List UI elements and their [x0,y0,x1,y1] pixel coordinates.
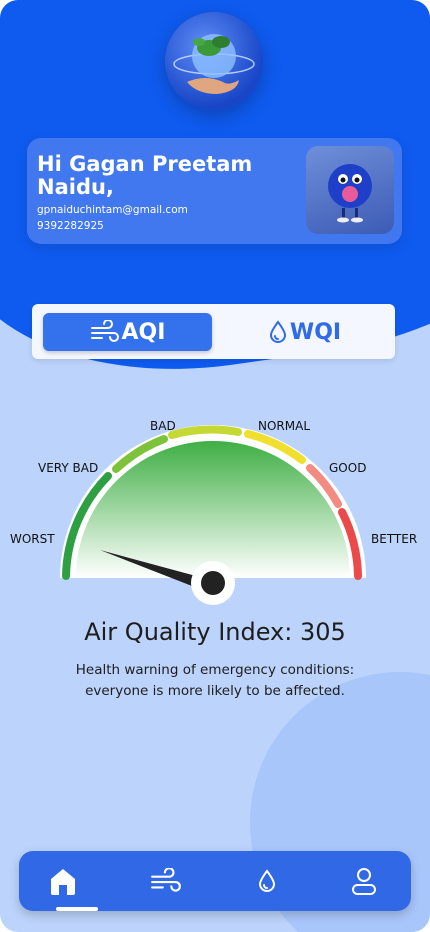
user-email: gpnaiduchintam@gmail.com [37,204,188,216]
user-avatar [306,146,394,234]
wind-icon [90,320,119,342]
gauge-label-better: BETTER [371,532,418,546]
aqi-gauge: WORST VERY BAD BAD NORMAL GOOD BETTER [0,400,430,610]
user-greeting: Hi Gagan Preetam Naidu, [37,152,253,199]
tab-aqi-label: AQI [121,319,166,345]
water-drop-icon [269,320,286,343]
aqi-description-line1: Health warning of emergency conditions: [75,662,355,678]
nav-active-indicator [56,907,98,911]
profile-icon [352,868,376,895]
gauge-label-worst: WORST [10,532,55,546]
profile-card[interactable]: Hi Gagan Preetam Naidu, gpnaiduchintam@g… [27,138,402,244]
aqi-description-line2: everyone is more likely to be affected. [85,683,345,699]
index-toggle: AQI WQI [32,304,395,359]
aqi-description: Health warning of emergency conditions: … [0,660,430,702]
gauge-graphic [60,425,366,605]
home-icon [51,869,75,895]
tab-aqi[interactable]: AQI [43,313,212,351]
nav-wqi[interactable] [237,851,297,911]
water-drop-icon [258,869,276,892]
wind-icon [151,868,181,892]
aqi-value-title: Air Quality Index: 305 [84,618,346,646]
gauge-label-normal: NORMAL [258,419,311,433]
app-logo [165,12,263,110]
gauge-label-bad: BAD [150,419,176,433]
bottom-nav [19,851,411,911]
gauge-label-good: GOOD [329,461,367,475]
tab-wqi-label: WQI [289,319,342,345]
nav-home[interactable] [33,851,98,911]
nav-profile[interactable] [334,851,394,911]
gauge-label-very-bad: VERY BAD [38,461,99,475]
user-phone: 9392282925 [37,220,104,232]
tab-wqi[interactable]: WQI [222,313,387,351]
nav-aqi[interactable] [136,851,196,911]
